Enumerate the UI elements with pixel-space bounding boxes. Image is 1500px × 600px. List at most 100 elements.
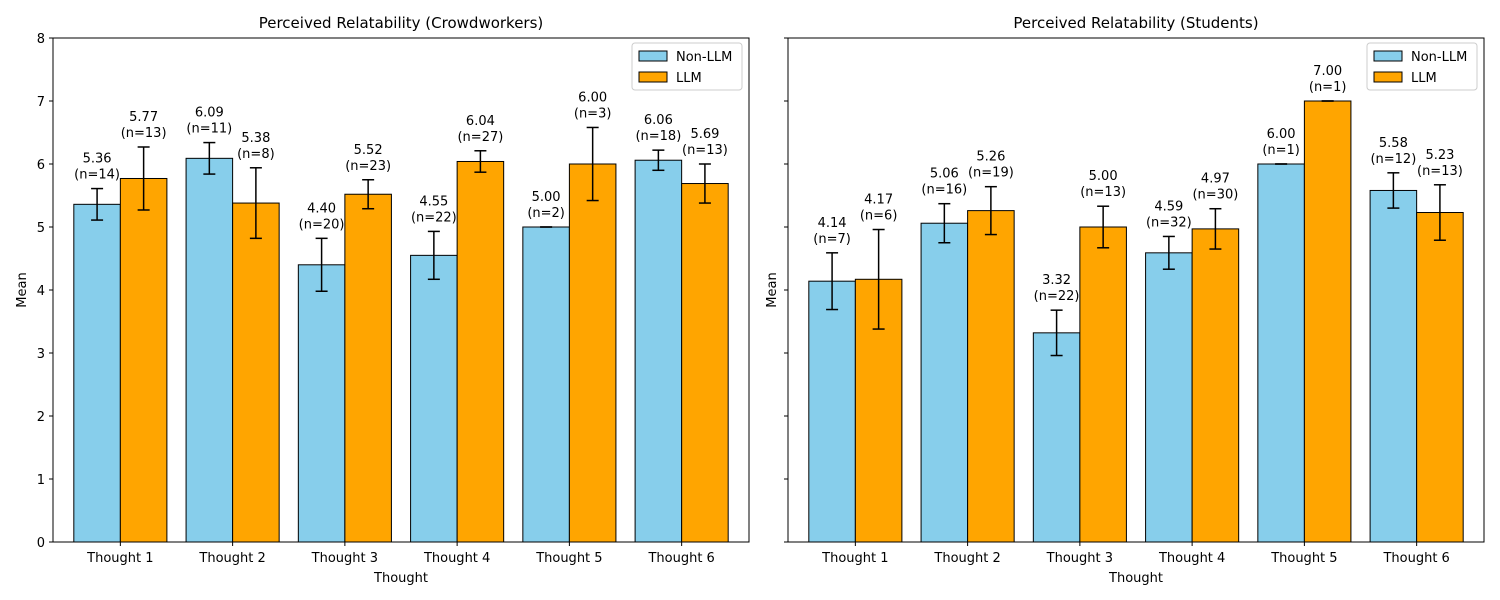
data-label-value: 7.00 xyxy=(1313,64,1342,79)
y-tick-label: 8 xyxy=(37,32,45,47)
data-label-n: (n=14) xyxy=(74,168,120,183)
chart-students: Perceived Relatability (Students) Though… xyxy=(765,14,1485,586)
bar xyxy=(634,159,683,543)
legend-label: LLM xyxy=(1411,71,1437,86)
data-label-n: (n=6) xyxy=(860,209,898,224)
bar xyxy=(297,264,346,543)
x-tick-label: Thought 3 xyxy=(311,551,378,566)
legend-swatch xyxy=(638,50,668,62)
x-tick-label: Thought 5 xyxy=(1270,551,1337,566)
data-label-n: (n=12) xyxy=(1370,152,1416,167)
data-label-n: (n=20) xyxy=(299,217,345,232)
bar xyxy=(522,226,570,543)
data-label-value: 6.00 xyxy=(1267,127,1296,142)
data-label-value: 6.00 xyxy=(578,90,607,105)
data-label-value: 5.77 xyxy=(129,110,158,125)
chart-crowdworkers: Perceived Relatability (Crowdworkers) Th… xyxy=(15,14,750,586)
data-label-n: (n=1) xyxy=(1262,143,1300,158)
data-label-value: 5.38 xyxy=(241,131,270,146)
x-tick-label: Thought 5 xyxy=(535,551,602,566)
legend-label: Non-LLM xyxy=(676,50,732,65)
bar xyxy=(344,193,392,543)
bar xyxy=(410,254,458,543)
data-label-value: 5.52 xyxy=(354,143,383,158)
data-label-value: 5.23 xyxy=(1425,148,1454,163)
bar xyxy=(808,280,856,543)
data-label-n: (n=13) xyxy=(121,126,167,141)
bar xyxy=(1079,226,1127,543)
data-label-n: (n=3) xyxy=(574,106,612,121)
bar xyxy=(1145,252,1193,543)
bar xyxy=(920,222,969,543)
legend-swatch xyxy=(1373,50,1403,62)
data-label-value: 6.04 xyxy=(466,114,495,129)
data-label-n: (n=19) xyxy=(968,166,1014,181)
chart-title: Perceived Relatability (Crowdworkers) xyxy=(259,14,544,32)
x-tick-label: Thought 4 xyxy=(423,551,490,566)
data-label-value: 6.06 xyxy=(644,113,673,128)
data-label-value: 4.14 xyxy=(818,216,847,231)
legend-swatch xyxy=(638,71,668,83)
y-tick-label: 5 xyxy=(37,221,45,236)
data-label-n: (n=13) xyxy=(1417,164,1463,179)
data-label-n: (n=2) xyxy=(527,206,565,221)
bar xyxy=(1416,212,1464,543)
x-tick-label: Thought 2 xyxy=(933,551,1000,566)
legend-label: LLM xyxy=(676,71,702,86)
y-axis-label: Mean xyxy=(765,272,780,307)
bar xyxy=(681,183,729,543)
data-label-value: 4.97 xyxy=(1201,172,1230,187)
bar xyxy=(456,160,505,543)
data-label-n: (n=13) xyxy=(1080,185,1126,200)
data-label-value: 5.00 xyxy=(532,190,561,205)
x-tick-label: Thought 1 xyxy=(821,551,888,566)
bar xyxy=(232,202,280,543)
data-label-n: (n=22) xyxy=(1034,289,1080,304)
x-tick-label: Thought 2 xyxy=(198,551,265,566)
y-tick-label: 2 xyxy=(37,410,45,425)
x-tick-label: Thought 6 xyxy=(647,551,714,566)
y-axis-label: Mean xyxy=(15,272,30,307)
bar xyxy=(73,203,121,543)
x-axis-label: Thought xyxy=(1108,571,1163,586)
bar xyxy=(1032,332,1081,543)
data-label-value: 4.40 xyxy=(307,201,336,216)
data-label-n: (n=16) xyxy=(921,183,967,198)
data-label-value: 4.55 xyxy=(419,194,448,209)
data-label-n: (n=27) xyxy=(457,130,503,145)
y-tick-label: 4 xyxy=(37,284,45,299)
data-label-value: 5.69 xyxy=(690,127,719,142)
x-tick-label: Thought 3 xyxy=(1046,551,1113,566)
data-label-n: (n=7) xyxy=(813,232,851,247)
data-label-value: 4.59 xyxy=(1154,199,1183,214)
plot-area: (n=14)5.36 (n=11)6.09 (n=20)4.40 (n=22)4.55… xyxy=(37,32,750,566)
data-label-n: (n=1) xyxy=(1309,80,1347,95)
x-tick-label: Thought 6 xyxy=(1382,551,1449,566)
bar xyxy=(1191,228,1240,543)
data-label-value: 5.36 xyxy=(83,152,112,167)
data-label-n: (n=30) xyxy=(1192,188,1238,203)
data-label-n: (n=23) xyxy=(345,159,391,174)
data-label-value: 5.06 xyxy=(930,167,959,182)
bar xyxy=(1303,100,1352,543)
y-tick-label: 3 xyxy=(37,347,45,362)
data-label-value: 6.09 xyxy=(195,106,224,121)
data-label-value: 3.32 xyxy=(1042,273,1071,288)
x-axis-label: Thought xyxy=(373,571,428,586)
data-label-n: (n=8) xyxy=(237,147,275,162)
y-tick-label: 7 xyxy=(37,95,45,110)
x-tick-label: Thought 4 xyxy=(1158,551,1225,566)
y-tick-label: 6 xyxy=(37,158,45,173)
data-label-n: (n=22) xyxy=(411,210,457,225)
data-label-value: 4.17 xyxy=(864,193,893,208)
bar xyxy=(185,157,234,543)
data-label-n: (n=13) xyxy=(682,143,728,158)
y-tick-label: 1 xyxy=(37,473,45,488)
data-label-n: (n=11) xyxy=(186,122,232,137)
bar xyxy=(967,210,1015,543)
data-label-value: 5.26 xyxy=(976,150,1005,165)
data-label-n: (n=32) xyxy=(1146,215,1192,230)
y-tick-label: 0 xyxy=(37,536,45,551)
bar xyxy=(1369,189,1418,543)
